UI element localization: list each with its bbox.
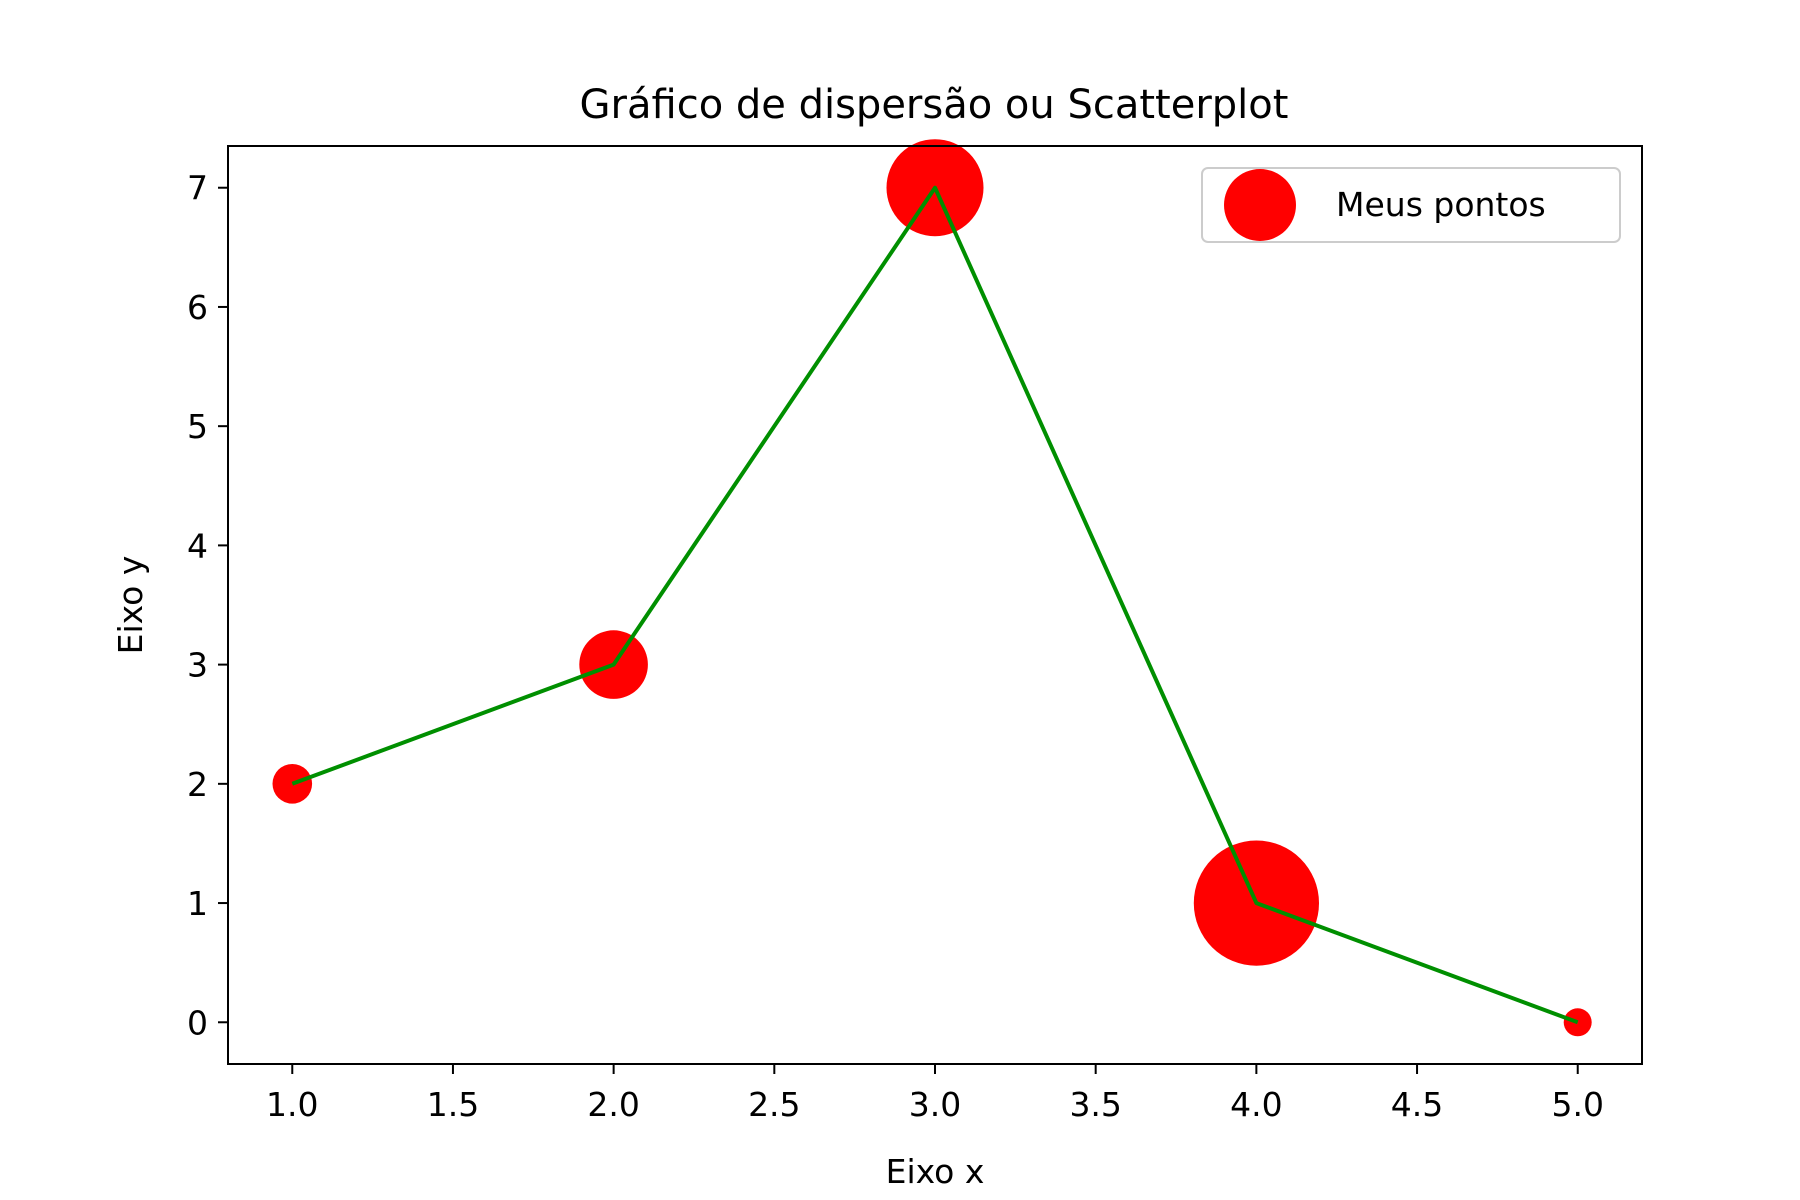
y-tick-label: 0 bbox=[187, 1003, 208, 1042]
chart-title: Gráfico de dispersão ou Scatterplot bbox=[580, 82, 1289, 128]
x-tick-label: 3.5 bbox=[1069, 1085, 1121, 1124]
series-line bbox=[291, 185, 1579, 1025]
scatter-point-5 bbox=[1563, 1008, 1592, 1037]
y-tick-label: 7 bbox=[187, 169, 208, 208]
line-layer bbox=[291, 185, 1579, 1025]
x-tick-label: 5.0 bbox=[1551, 1085, 1603, 1124]
x-tick-label: 4.0 bbox=[1230, 1085, 1282, 1124]
x-tick-label: 1.5 bbox=[427, 1085, 479, 1124]
x-axis-label: Eixo x bbox=[886, 1152, 985, 1191]
y-tick-label: 5 bbox=[187, 407, 208, 446]
y-tick-label: 6 bbox=[187, 288, 208, 327]
x-tick-label: 2.5 bbox=[748, 1085, 800, 1124]
legend-marker bbox=[1224, 169, 1296, 241]
y-tick-label: 2 bbox=[187, 765, 208, 804]
legend-label-meus-pontos: Meus pontos bbox=[1336, 185, 1546, 224]
y-tick-label: 4 bbox=[187, 526, 208, 565]
x-tick-label: 4.5 bbox=[1391, 1085, 1443, 1124]
plot-area bbox=[228, 146, 1642, 1064]
y-axis-ticks: 0 1 2 3 4 5 6 7 bbox=[187, 169, 228, 1042]
legend-box bbox=[1201, 167, 1621, 243]
x-axis-ticks: 1.0 1.5 2.0 2.5 3.0 3.5 4.0 4.5 5.0 bbox=[266, 1064, 1604, 1124]
x-tick-label: 2.0 bbox=[587, 1085, 639, 1124]
y-tick-label: 3 bbox=[187, 646, 208, 685]
y-tick-label: 1 bbox=[187, 884, 208, 923]
x-tick-label: 3.0 bbox=[909, 1085, 961, 1124]
legend: Meus pontos bbox=[1201, 167, 1621, 243]
x-tick-label: 1.0 bbox=[266, 1085, 318, 1124]
y-axis-label: Eixo y bbox=[111, 556, 150, 655]
